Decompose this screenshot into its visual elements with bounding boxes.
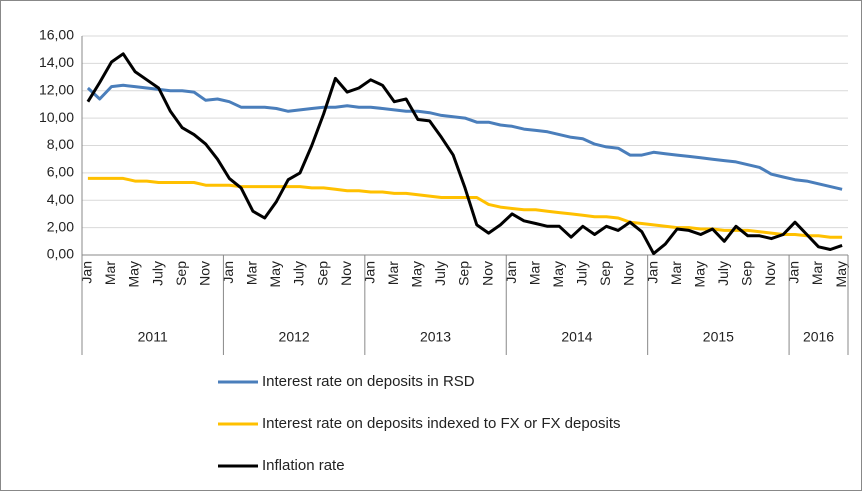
series-line (87, 176, 843, 239)
x-tick-label: Jan (220, 261, 236, 284)
x-tick-label: Mar (385, 261, 401, 285)
series-line (86, 83, 843, 191)
x-tick-label: Jan (786, 261, 802, 284)
y-tick-label: 2,00 (47, 218, 74, 234)
x-tick-label: May (126, 261, 142, 287)
year-label: 2011 (138, 329, 168, 345)
x-tick-label: Jan (503, 261, 519, 284)
x-tick-label: May (691, 261, 707, 287)
legend-label: Interest rate on deposits in RSD (262, 373, 475, 390)
x-tick-label: Mar (809, 261, 825, 285)
x-tick-label: May (409, 261, 425, 287)
x-tick-label: Sep (597, 261, 613, 286)
x-tick-label: Nov (621, 261, 637, 286)
x-tick-label: Mar (668, 261, 684, 285)
legend-label: Inflation rate (262, 457, 345, 474)
x-tick-label: Sep (739, 261, 755, 286)
y-tick-label: 10,00 (39, 109, 74, 125)
y-tick-label: 4,00 (47, 191, 74, 207)
year-label: 2014 (561, 329, 592, 345)
y-tick-label: 8,00 (47, 136, 74, 152)
x-tick-label: May (550, 261, 566, 287)
year-label: 2016 (803, 329, 834, 345)
x-tick-label: July (715, 261, 731, 286)
x-tick-label: Sep (456, 261, 472, 286)
y-tick-label: 16,00 (39, 27, 74, 43)
x-tick-label: Nov (479, 261, 495, 286)
y-tick-label: 0,00 (47, 246, 74, 262)
y-tick-label: 12,00 (39, 81, 74, 97)
x-tick-label: Sep (173, 261, 189, 286)
legend-label: Interest rate on deposits indexed to FX … (262, 415, 621, 432)
year-label: 2013 (420, 329, 451, 345)
x-tick-label: July (574, 261, 590, 286)
x-tick-label: Jan (79, 261, 95, 284)
x-tick-label: July (291, 261, 307, 286)
x-tick-label: Nov (196, 261, 212, 286)
y-tick-label: 6,00 (47, 164, 74, 180)
x-tick-label: Jan (361, 261, 377, 284)
x-tick-label: May (267, 261, 283, 287)
x-tick-label: July (149, 261, 165, 286)
year-label: 2015 (703, 329, 734, 345)
x-tick-label: Nov (338, 261, 354, 286)
year-label: 2012 (279, 329, 310, 345)
series-line (86, 52, 843, 256)
x-tick-label: Nov (762, 261, 778, 286)
x-tick-label: Mar (244, 261, 260, 285)
x-tick-label: Sep (314, 261, 330, 286)
x-tick-label: July (432, 261, 448, 286)
x-tick-label: May (833, 261, 849, 287)
y-tick-label: 14,00 (39, 54, 74, 70)
x-tick-label: Jan (644, 261, 660, 284)
x-tick-label: Mar (526, 261, 542, 285)
x-tick-label: Mar (102, 261, 118, 285)
